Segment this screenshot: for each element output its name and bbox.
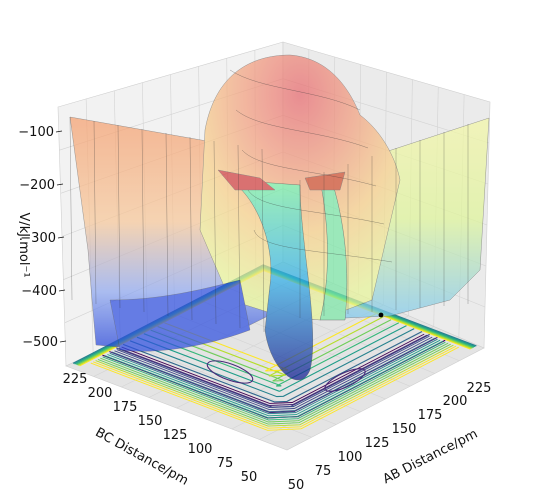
surface-channel <box>109 279 251 352</box>
bc-tick-label: 100 <box>188 442 213 457</box>
bc-tick-label: 50 <box>241 470 258 485</box>
surface-valley-right <box>319 174 348 321</box>
bc-tick-label: 175 <box>113 400 138 415</box>
ab-tick-label: 200 <box>443 394 468 409</box>
z-axis-label: V/kJ.mol⁻¹ <box>16 212 31 277</box>
z-tick-label: −300 <box>20 231 56 246</box>
transition-point-marker <box>378 312 384 318</box>
ab-tick-label: 100 <box>338 450 363 465</box>
ab-tick-label: 50 <box>288 478 305 493</box>
z-tick-label: −100 <box>18 125 54 140</box>
bc-tick-label: 200 <box>88 386 113 401</box>
surface-valley <box>229 179 313 381</box>
z-tick-label: −400 <box>21 284 57 299</box>
z-tick-label: −500 <box>22 335 58 350</box>
bc-tick-label: 125 <box>163 428 188 443</box>
ab-tick-label: 150 <box>392 422 417 437</box>
bc-tick-label: 75 <box>217 456 234 471</box>
z-tick-label: −200 <box>19 178 55 193</box>
ab-tick-label: 175 <box>418 408 443 423</box>
z-tick-mark <box>56 183 64 186</box>
z-tick-mark <box>58 289 66 292</box>
ab-tick-label: 125 <box>365 436 390 451</box>
surface-saddle-red <box>217 169 276 191</box>
bc-tick-label: 150 <box>138 414 163 429</box>
z-tick-mark <box>55 130 63 133</box>
ab-tick-label: 225 <box>467 381 492 396</box>
z-tick-mark <box>59 340 67 343</box>
surface-saddle-red-2 <box>304 171 346 191</box>
ab-tick-label: 75 <box>315 464 332 479</box>
z-tick-mark <box>57 236 65 239</box>
bc-tick-label: 225 <box>63 372 88 387</box>
surface-mesh <box>69 69 469 333</box>
